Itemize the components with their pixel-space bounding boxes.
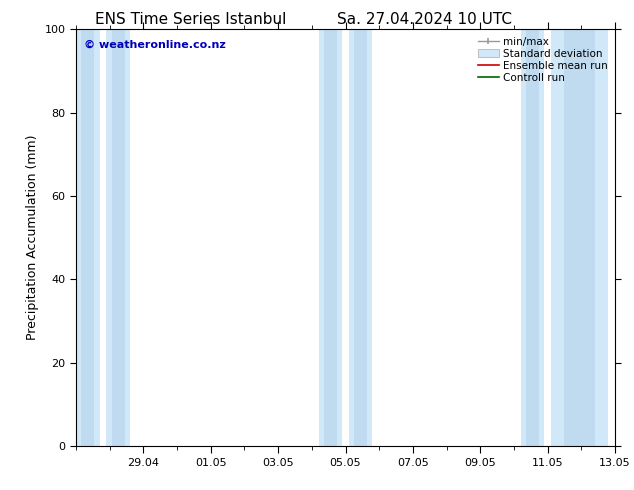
Bar [81,29,94,446]
Bar [349,29,372,446]
Bar [107,29,130,446]
Text: © weatheronline.co.nz: © weatheronline.co.nz [84,40,226,50]
Text: ENS Time Series Istanbul: ENS Time Series Istanbul [94,12,286,27]
Bar [324,29,337,446]
Bar [521,29,544,446]
Bar [76,29,100,446]
Y-axis label: Precipitation Accumulation (mm): Precipitation Accumulation (mm) [26,135,39,341]
Legend: min/max, Standard deviation, Ensemble mean run, Controll run: min/max, Standard deviation, Ensemble me… [476,35,610,85]
Text: Sa. 27.04.2024 10 UTC: Sa. 27.04.2024 10 UTC [337,12,512,27]
Bar [318,29,342,446]
Bar [564,29,595,446]
Bar [526,29,539,446]
Bar [354,29,367,446]
Bar [551,29,608,446]
Bar [112,29,125,446]
